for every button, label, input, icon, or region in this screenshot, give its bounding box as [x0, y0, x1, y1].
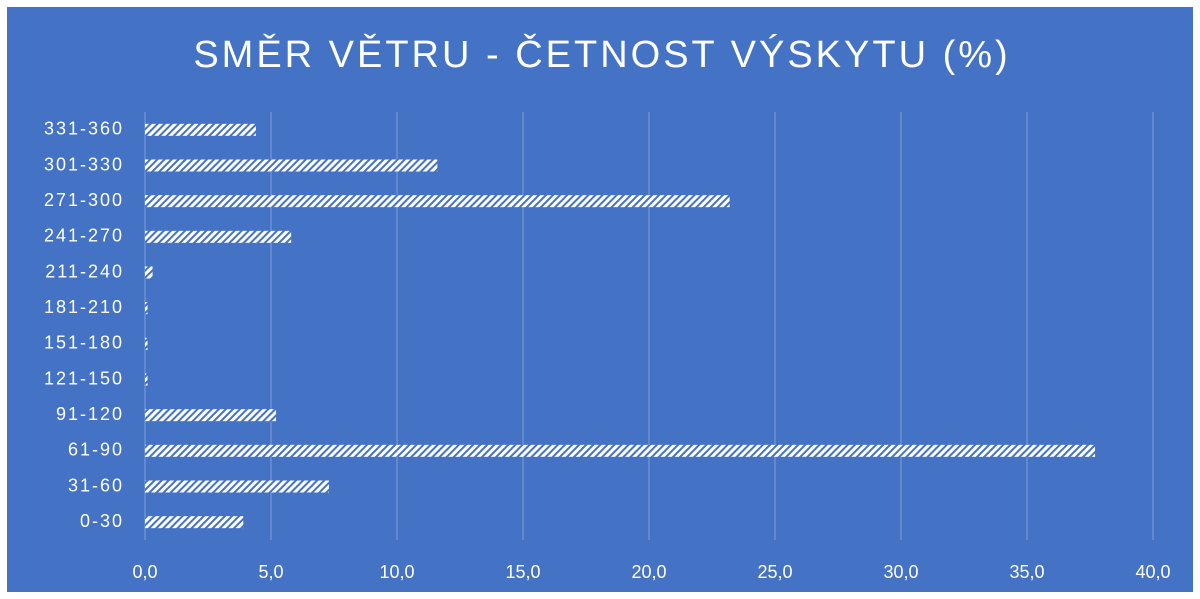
- y-tick-label: 0-30: [80, 511, 124, 531]
- bar: [145, 123, 256, 136]
- y-tick-label: 151-180: [44, 333, 124, 353]
- bar: [145, 444, 1096, 457]
- x-tick-label: 15,0: [505, 562, 540, 582]
- bar: [145, 409, 277, 422]
- x-tick-label: 35,0: [1009, 562, 1044, 582]
- x-tick-label: 30,0: [883, 562, 918, 582]
- y-tick-label: 31-60: [68, 475, 124, 495]
- bar: [145, 302, 148, 315]
- y-tick-label: 91-120: [56, 404, 124, 424]
- bar: [145, 159, 438, 172]
- bar: [145, 195, 730, 208]
- bar: [145, 266, 153, 279]
- x-tick-label: 20,0: [631, 562, 666, 582]
- y-tick-label: 301-330: [44, 154, 124, 174]
- y-tick-label: 271-300: [44, 190, 124, 210]
- y-tick-label: 211-240: [45, 261, 124, 281]
- y-tick-label: 61-90: [68, 440, 124, 460]
- bar: [145, 516, 244, 529]
- x-tick-label: 40,0: [1135, 562, 1170, 582]
- bar: [145, 373, 148, 386]
- y-tick-label: 241-270: [44, 226, 124, 246]
- y-tick-label: 121-150: [44, 368, 124, 388]
- bar: [145, 337, 148, 350]
- bar: [145, 230, 292, 243]
- chart-background: [7, 7, 1193, 592]
- bar: [145, 480, 329, 493]
- x-tick-label: 25,0: [757, 562, 792, 582]
- x-tick-label: 5,0: [258, 562, 283, 582]
- y-tick-label: 331-360: [44, 119, 124, 139]
- x-tick-label: 0,0: [132, 562, 157, 582]
- y-tick-label: 181-210: [44, 297, 124, 317]
- chart-title: SMĚR VĚTRU - ČETNOST VÝSKYTU (%): [193, 32, 1010, 76]
- x-tick-label: 10,0: [379, 562, 414, 582]
